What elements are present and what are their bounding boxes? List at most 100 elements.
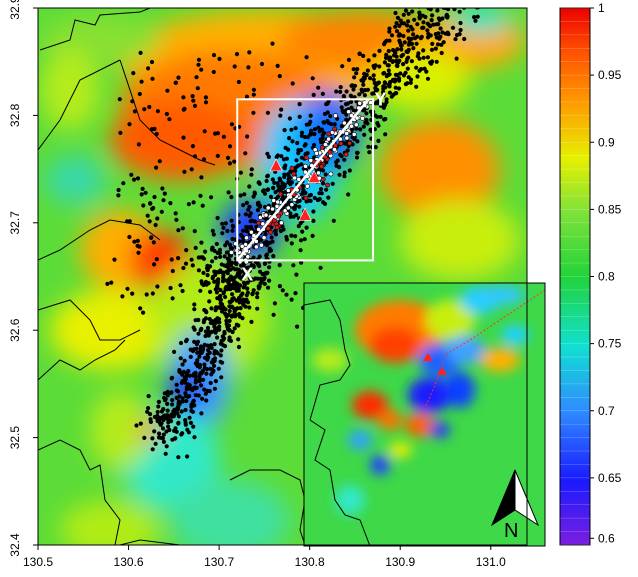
- event-marker: [179, 432, 184, 437]
- event-marker: [243, 212, 248, 217]
- event-marker: [236, 337, 241, 342]
- event-marker: [163, 396, 168, 402]
- event-marker: [232, 159, 237, 164]
- event-marker: [155, 284, 160, 289]
- event-marker: [421, 55, 426, 60]
- event-marker: [319, 163, 325, 169]
- event-marker: [437, 36, 442, 41]
- event-marker: [472, 15, 477, 20]
- event-marker: [227, 242, 233, 247]
- event-marker: [386, 48, 391, 54]
- event-marker: [138, 421, 143, 426]
- event-marker: [176, 414, 181, 419]
- event-marker: [191, 98, 196, 103]
- event-marker: [221, 275, 226, 280]
- profile-line-x-y: [236, 98, 370, 262]
- event-marker: [225, 271, 230, 276]
- event-marker: [334, 160, 339, 165]
- event-marker: [284, 237, 289, 242]
- event-marker: [430, 13, 435, 18]
- event-marker: [298, 248, 303, 253]
- event-marker: [205, 357, 210, 362]
- event-marker: [161, 198, 166, 203]
- event-marker: [215, 284, 220, 289]
- event-marker: [194, 75, 199, 80]
- event-marker: [231, 296, 236, 301]
- event-marker: [371, 73, 376, 78]
- event-marker: [325, 101, 330, 106]
- event-marker: [392, 53, 397, 58]
- event-marker: [211, 368, 216, 373]
- event-marker: [312, 195, 317, 201]
- event-marker: [417, 68, 422, 73]
- event-marker: [192, 103, 198, 108]
- event-marker: [200, 396, 205, 401]
- event-marker: [205, 281, 210, 286]
- profile-start-label: X: [241, 264, 253, 284]
- event-marker: [360, 115, 365, 121]
- event-marker: [232, 326, 237, 331]
- event-marker: [131, 71, 136, 76]
- event-marker: [224, 278, 229, 283]
- event-marker: [238, 193, 243, 198]
- event-marker: [278, 220, 284, 226]
- event-marker: [297, 114, 302, 119]
- event-marker: [398, 18, 403, 23]
- event-marker: [232, 64, 237, 69]
- event-marker: [136, 142, 141, 147]
- event-marker: [255, 295, 260, 300]
- event-marker: [269, 235, 274, 240]
- event-marker: [185, 394, 190, 399]
- event-marker: [218, 293, 223, 299]
- colorbar-label: 0.95: [598, 68, 622, 82]
- event-marker: [393, 24, 398, 29]
- event-marker: [141, 203, 146, 208]
- event-marker: [241, 280, 247, 285]
- event-marker: [329, 122, 334, 127]
- event-marker: [194, 342, 199, 347]
- event-marker: [245, 254, 251, 260]
- event-marker: [217, 247, 223, 252]
- event-marker: [429, 18, 434, 23]
- event-marker: [271, 312, 276, 317]
- station-triangles: [269, 158, 321, 221]
- event-marker: [386, 82, 391, 88]
- event-marker: [321, 168, 326, 173]
- event-marker: [326, 195, 331, 200]
- event-marker: [132, 177, 137, 182]
- event-marker: [185, 454, 190, 459]
- event-marker: [409, 36, 414, 42]
- event-marker: [342, 170, 347, 175]
- x-tick-label: 130.7: [204, 555, 234, 569]
- event-marker: [275, 181, 280, 186]
- event-marker: [406, 19, 411, 24]
- event-marker: [246, 65, 251, 70]
- event-marker: [365, 68, 370, 73]
- event-marker: [377, 48, 382, 54]
- event-marker: [165, 393, 170, 398]
- event-marker: [334, 89, 339, 94]
- event-marker: [425, 28, 430, 33]
- event-marker: [244, 229, 249, 234]
- event-marker: [403, 70, 408, 75]
- event-marker: [357, 51, 362, 57]
- event-marker: [228, 338, 233, 343]
- event-marker: [354, 71, 359, 76]
- colorbar: 1 0.95 0.9 0.85 0.8 0.75 0.7 0.65 0.6: [559, 1, 622, 546]
- event-marker: [299, 162, 304, 167]
- event-marker: [200, 281, 205, 286]
- event-marker: [330, 181, 335, 186]
- event-marker: [397, 23, 402, 28]
- event-marker: [333, 113, 338, 119]
- event-marker: [362, 132, 367, 137]
- event-marker: [457, 9, 462, 14]
- event-marker: [361, 53, 366, 59]
- event-marker: [384, 74, 389, 79]
- event-marker: [213, 379, 218, 384]
- event-marker: [196, 57, 202, 62]
- event-marker: [300, 191, 305, 196]
- event-marker: [378, 103, 383, 108]
- event-marker: [187, 383, 192, 388]
- event-marker: [401, 12, 406, 17]
